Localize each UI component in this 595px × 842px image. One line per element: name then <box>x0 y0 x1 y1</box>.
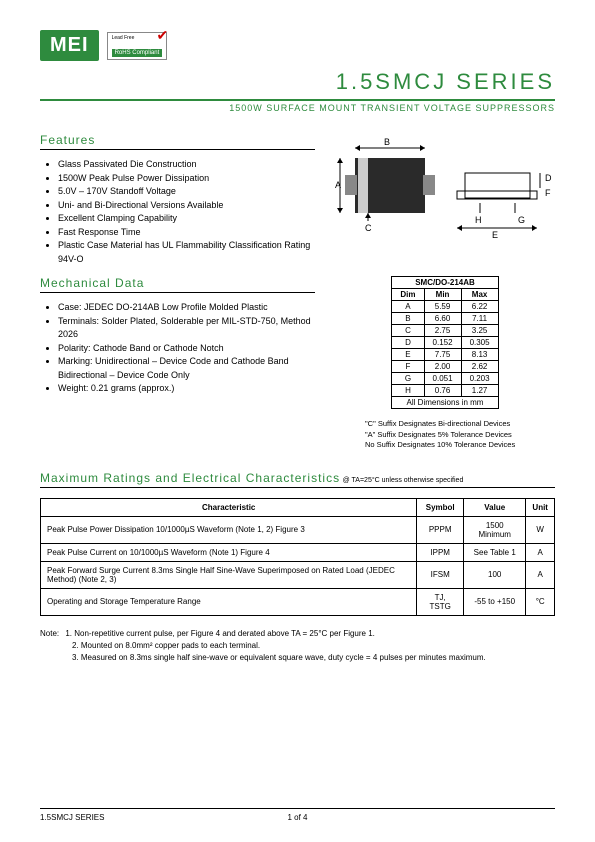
label-C: C <box>365 223 372 233</box>
mechanical-item: Weight: 0.21 grams (approx.) <box>58 382 315 396</box>
label-H: H <box>475 215 482 225</box>
ratings-row: Peak Pulse Power Dissipation 10/1000µS W… <box>41 516 555 543</box>
label-A: A <box>335 180 341 190</box>
mechanical-item: Marking: Unidirectional – Device Code an… <box>58 355 315 382</box>
mechanical-col: Mechanical Data Case: JEDEC DO-214AB Low… <box>40 276 315 451</box>
ratings-cond: @ TA=25°C unless otherwise specified <box>343 477 464 484</box>
feature-item: Uni- and Bi-Directional Versions Availab… <box>58 199 315 213</box>
dim-col: Min <box>424 289 461 301</box>
rohs-line1: Lead Free <box>112 35 135 41</box>
mechanical-item: Terminals: Solder Plated, Solderable per… <box>58 315 315 342</box>
feature-item: Plastic Case Material has UL Flammabilit… <box>58 239 315 266</box>
dim-col: Max <box>461 289 498 301</box>
ratings-row: Operating and Storage Temperature RangeT… <box>41 588 555 615</box>
dim-row: C2.753.25 <box>392 325 498 337</box>
series-title: 1.5SMCJ SERIES <box>40 69 555 95</box>
features-col: Features Glass Passivated Die Constructi… <box>40 133 315 266</box>
ratings-col: Unit <box>526 498 555 516</box>
suffix-notes: "C" Suffix Designates Bi-directional Dev… <box>335 419 555 451</box>
label-F: F <box>545 188 551 198</box>
ratings-title: Maximum Ratings and Electrical Character… <box>40 471 340 485</box>
notes-block: Note: 1. Non-repetitive current pulse, p… <box>40 628 555 664</box>
mei-logo: MEI <box>40 30 99 61</box>
footer-left: 1.5SMCJ SERIES <box>40 813 104 822</box>
dim-row: A5.596.22 <box>392 301 498 313</box>
feature-item: 5.0V – 170V Standoff Voltage <box>58 185 315 199</box>
mechanical-list: Case: JEDEC DO-214AB Low Profile Molded … <box>40 301 315 396</box>
diagram-col: B A C D F H G E <box>335 133 555 266</box>
mechanical-title: Mechanical Data <box>40 276 315 293</box>
feature-item: Fast Response Time <box>58 226 315 240</box>
title-block: 1.5SMCJ SERIES <box>40 69 555 95</box>
dimensions-table: SMC/DO-214AB DimMinMax A5.596.22B6.607.1… <box>391 276 498 409</box>
suffix-note: No Suffix Designates 10% Tolerance Devic… <box>365 440 555 451</box>
suffix-note: "A" Suffix Designates 5% Tolerance Devic… <box>365 430 555 441</box>
feature-item: Glass Passivated Die Construction <box>58 158 315 172</box>
dim-footer: All Dimensions in mm <box>392 397 498 409</box>
ratings-row: Peak Forward Surge Current 8.3ms Single … <box>41 561 555 588</box>
dim-row: F2.002.62 <box>392 361 498 373</box>
package-diagram: B A C D F H G E <box>335 133 555 243</box>
rohs-badge: ✔ Lead Free RoHS Compliant <box>107 32 168 60</box>
dim-row: H0.761.27 <box>392 385 498 397</box>
mechanical-row: Mechanical Data Case: JEDEC DO-214AB Low… <box>40 276 555 451</box>
rohs-line2: RoHS Compliant <box>112 49 163 57</box>
mechanical-item: Case: JEDEC DO-214AB Low Profile Molded … <box>58 301 315 315</box>
dim-header: SMC/DO-214AB <box>392 277 498 289</box>
title-underline <box>40 99 555 101</box>
note-item: 2. Mounted on 8.0mm² copper pads to each… <box>40 640 555 652</box>
dim-col: Dim <box>392 289 424 301</box>
features-title: Features <box>40 133 315 150</box>
subtitle: 1500W SURFACE MOUNT TRANSIENT VOLTAGE SU… <box>40 103 555 113</box>
feature-item: 1500W Peak Pulse Power Dissipation <box>58 172 315 186</box>
dim-row: D0.1520.305 <box>392 337 498 349</box>
features-list: Glass Passivated Die Construction1500W P… <box>40 158 315 266</box>
dim-row: B6.607.11 <box>392 313 498 325</box>
suffix-note: "C" Suffix Designates Bi-directional Dev… <box>365 419 555 430</box>
note-item: 1. Non-repetitive current pulse, per Fig… <box>61 629 375 638</box>
label-D: D <box>545 173 552 183</box>
dim-table-col: SMC/DO-214AB DimMinMax A5.596.22B6.607.1… <box>335 276 555 451</box>
ratings-section: Maximum Ratings and Electrical Character… <box>40 471 555 664</box>
label-G: G <box>518 215 525 225</box>
header-logos: MEI ✔ Lead Free RoHS Compliant <box>40 30 555 61</box>
ratings-table: CharacteristicSymbolValueUnit Peak Pulse… <box>40 498 555 616</box>
footer: 1.5SMCJ SERIES 1 of 4 <box>40 808 555 822</box>
label-B: B <box>384 137 390 147</box>
features-row: Features Glass Passivated Die Constructi… <box>40 133 555 266</box>
footer-page: 1 of 4 <box>287 813 307 822</box>
feature-item: Excellent Clamping Capability <box>58 212 315 226</box>
ratings-col: Symbol <box>417 498 464 516</box>
label-E: E <box>492 230 498 240</box>
ratings-col: Characteristic <box>41 498 417 516</box>
dim-row: E7.758.13 <box>392 349 498 361</box>
ratings-col: Value <box>464 498 526 516</box>
dim-row: G0.0510.203 <box>392 373 498 385</box>
note-item: 3. Measured on 8.3ms single half sine-wa… <box>40 652 555 664</box>
notes-label: Note: <box>40 629 59 638</box>
check-icon: ✔ <box>157 27 169 44</box>
ratings-row: Peak Pulse Current on 10/1000µS Waveform… <box>41 543 555 561</box>
mechanical-item: Polarity: Cathode Band or Cathode Notch <box>58 342 315 356</box>
